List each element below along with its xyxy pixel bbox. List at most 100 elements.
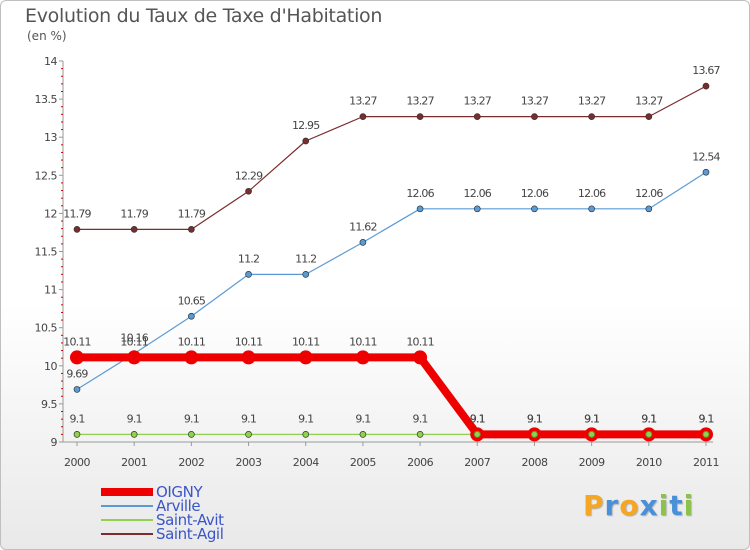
legend-swatch — [101, 519, 153, 521]
data-label: 10.65 — [178, 294, 206, 307]
x-tick-label: 2006 — [407, 456, 433, 469]
x-tick-label: 2009 — [579, 456, 605, 469]
data-label: 10.11 — [63, 335, 91, 348]
data-label: 13.27 — [635, 95, 663, 108]
data-label: 9.1 — [527, 412, 542, 425]
y-tick-label: 11.5 — [35, 246, 58, 259]
data-point — [359, 113, 367, 120]
data-label: 13.27 — [578, 95, 606, 108]
legend-swatch — [101, 505, 153, 507]
data-label: 9.1 — [527, 412, 542, 425]
data-point — [702, 168, 710, 176]
data-label: 9.1 — [127, 412, 142, 425]
data-label: 11.62 — [349, 220, 377, 233]
data-label: 13.27 — [464, 95, 492, 108]
data-label: 9.1 — [184, 412, 199, 425]
data-point — [355, 350, 370, 365]
data-point — [416, 113, 424, 120]
data-point — [188, 226, 195, 233]
data-point-inner — [473, 430, 481, 438]
data-point — [73, 226, 81, 233]
x-tick-label: 2005 — [350, 456, 376, 469]
legend-label: Arville — [156, 497, 201, 515]
data-label: 9.1 — [584, 412, 599, 425]
data-point — [302, 431, 310, 438]
y-tick-label: 9 — [51, 436, 58, 449]
x-tick-label: 2001 — [121, 456, 147, 469]
data-point — [645, 205, 653, 213]
y-tick-label: 12.5 — [35, 169, 58, 182]
legend-item: OIGNY — [101, 483, 301, 501]
y-tick-label: 12 — [44, 207, 57, 220]
data-label: 12.06 — [406, 187, 434, 200]
data-label: 13.27 — [521, 95, 549, 108]
data-point — [413, 350, 428, 365]
data-point — [359, 431, 367, 438]
x-tick-label: 2003 — [236, 456, 262, 469]
data-point-inner — [588, 430, 596, 438]
legend-label: Saint-Agil — [156, 525, 224, 543]
logo-letter: P — [583, 489, 605, 522]
data-point — [588, 205, 595, 213]
data-point — [473, 113, 481, 120]
data-label: 11.79 — [178, 207, 206, 220]
data-label: 9.1 — [298, 412, 313, 425]
data-label: 9.1 — [698, 412, 713, 425]
data-label: 12.06 — [464, 187, 492, 200]
legend-swatch — [101, 488, 153, 496]
legend-item: Saint-Agil — [101, 525, 301, 543]
data-point — [588, 113, 595, 120]
series-line-saint-agil — [76, 85, 707, 231]
data-point — [188, 431, 195, 438]
chart-title: Evolution du Taux de Taxe d'Habitation — [25, 5, 383, 27]
data-label: 11.2 — [238, 252, 259, 265]
y-tick-label: 13 — [44, 131, 57, 144]
data-point-inner — [530, 430, 538, 438]
data-point — [241, 350, 256, 365]
data-point — [531, 113, 538, 120]
series-line-oigny — [73, 353, 710, 439]
data-label: 9.1 — [584, 412, 599, 425]
y-tick-label: 10 — [44, 360, 57, 373]
data-label: 12.06 — [521, 187, 549, 200]
y-tick-label: 9.5 — [41, 398, 57, 411]
logo-letter: o — [619, 489, 640, 522]
data-label: 10.11 — [235, 335, 263, 348]
data-point — [531, 205, 538, 213]
data-label: 10.11 — [120, 335, 148, 348]
data-point — [645, 113, 653, 120]
data-point — [702, 82, 710, 90]
data-point — [359, 239, 367, 246]
data-point — [416, 431, 424, 438]
data-label: 9.1 — [355, 412, 370, 425]
chart-legend: OIGNY Arville Saint-Avit Saint-Agil — [101, 483, 301, 543]
data-point — [473, 205, 481, 213]
legend-item: Saint-Avit — [101, 511, 301, 529]
data-label: 13.67 — [692, 64, 720, 77]
data-label: 9.1 — [69, 412, 84, 425]
data-label: 11.79 — [120, 207, 148, 220]
x-tick-label: 2007 — [464, 456, 490, 469]
x-tick-label: 2000 — [64, 456, 90, 469]
data-point — [70, 350, 84, 365]
data-point — [416, 205, 424, 213]
data-label: 11.2 — [295, 252, 316, 265]
data-label: 9.1 — [470, 412, 485, 425]
data-label: 10.16 — [120, 332, 148, 345]
data-point-inner — [702, 430, 710, 438]
legend-label: OIGNY — [156, 483, 203, 501]
data-label: 9.1 — [641, 412, 656, 425]
logo-letter: i — [658, 489, 670, 522]
data-point — [245, 431, 252, 438]
data-label: 9.1 — [641, 412, 656, 425]
series-line-arville — [76, 171, 707, 391]
data-label: 9.1 — [470, 412, 485, 425]
legend-swatch — [101, 533, 153, 535]
x-tick-label: 2011 — [693, 456, 719, 469]
y-tick-label: 14 — [44, 55, 57, 68]
data-point — [184, 350, 199, 365]
data-label: 12.06 — [578, 187, 606, 200]
data-point — [302, 137, 310, 145]
